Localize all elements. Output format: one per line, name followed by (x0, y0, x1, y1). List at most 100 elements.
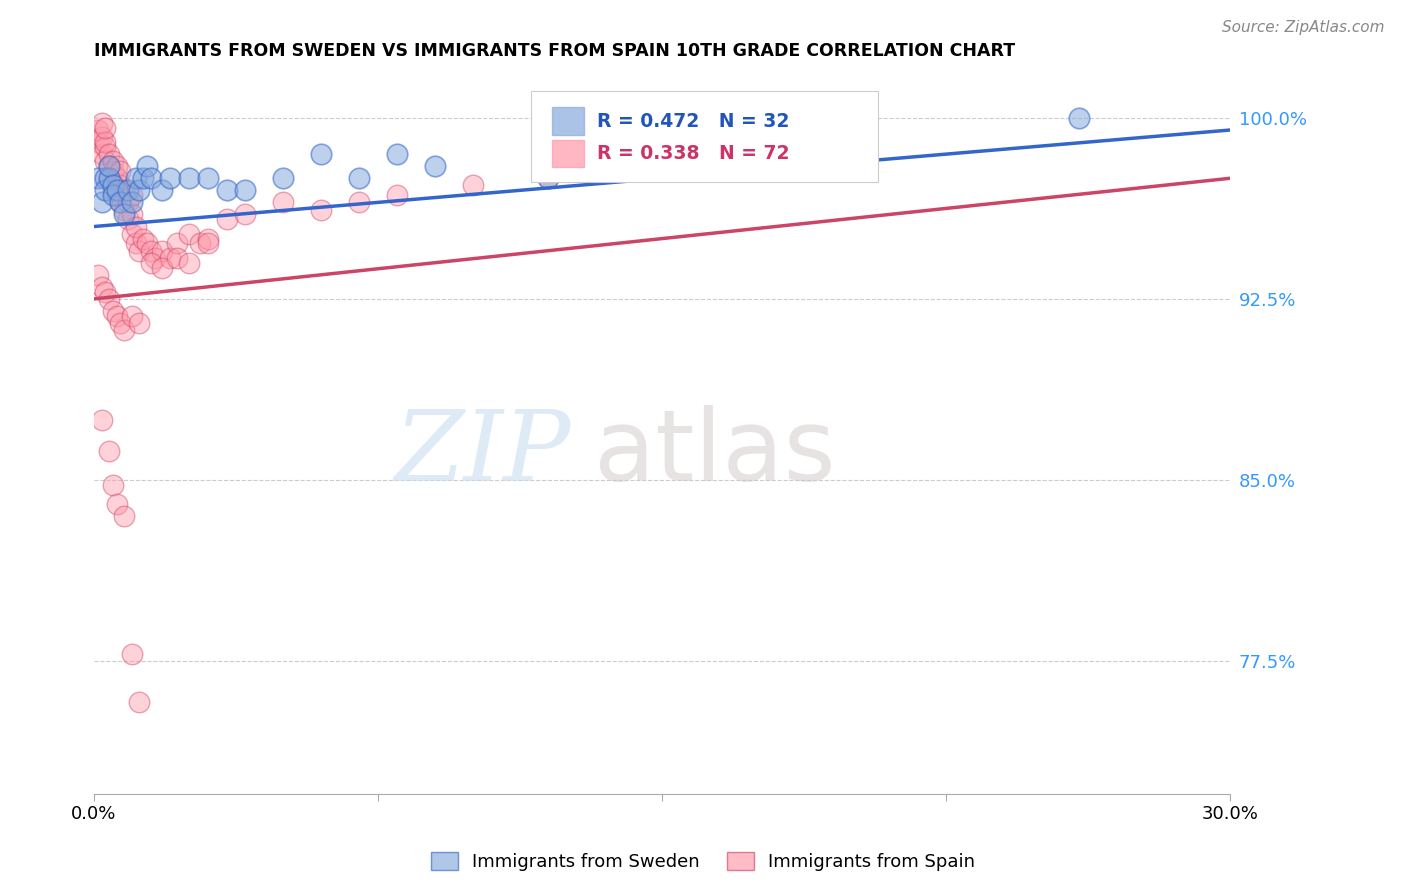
Point (105, 183, 128, 197)
Point (112, 202, 135, 217)
Point (124, 171, 146, 186)
Point (90, 195, 112, 210)
Point (235, 207, 257, 221)
Point (121, 647, 143, 661)
Point (309, 147, 332, 161)
Point (110, 195, 132, 210)
Point (105, 188, 128, 202)
Point (90, 147, 112, 161)
Point (128, 316, 150, 330)
Point (110, 178, 132, 193)
Point (94, 120, 117, 135)
Point (94, 154, 117, 169)
Point (197, 236, 219, 251)
Point (128, 183, 150, 197)
Point (136, 159, 159, 173)
Point (177, 171, 200, 186)
Point (537, 171, 560, 186)
Point (159, 171, 181, 186)
Point (101, 183, 124, 197)
Point (94, 140, 117, 154)
Point (121, 227, 143, 241)
Point (537, 171, 560, 186)
Point (98, 292, 121, 306)
Text: IMMIGRANTS FROM SWEDEN VS IMMIGRANTS FROM SPAIN 10TH GRADE CORRELATION CHART: IMMIGRANTS FROM SWEDEN VS IMMIGRANTS FRO… (94, 42, 1015, 60)
Point (86, 135, 108, 149)
Point (117, 195, 139, 210)
Point (235, 183, 257, 197)
Point (121, 309, 143, 323)
Point (101, 188, 124, 202)
Point (166, 236, 188, 251)
Point (112, 207, 135, 221)
Point (110, 316, 132, 330)
Point (101, 304, 124, 318)
Point (385, 188, 408, 202)
Point (166, 251, 188, 265)
Point (132, 231, 155, 245)
Point (215, 212, 238, 227)
Point (121, 188, 143, 202)
Point (136, 236, 159, 251)
Point (117, 212, 139, 227)
Point (98, 159, 121, 173)
Point (105, 309, 128, 323)
Point (128, 695, 150, 709)
Point (121, 207, 143, 221)
Point (98, 171, 121, 186)
Point (309, 202, 332, 217)
Point (385, 147, 408, 161)
Point (110, 164, 132, 178)
Point (101, 154, 124, 169)
Point (98, 444, 121, 458)
Point (101, 178, 124, 193)
Point (765, 147, 787, 161)
Point (139, 244, 162, 258)
Point (215, 183, 238, 197)
Text: atlas: atlas (593, 405, 835, 502)
Point (347, 171, 370, 186)
Point (188, 236, 211, 251)
Point (94, 183, 117, 197)
Point (121, 195, 143, 210)
Point (150, 244, 173, 258)
Point (98, 147, 121, 161)
Point (101, 477, 124, 491)
Point (273, 195, 295, 210)
Text: ZIP: ZIP (395, 406, 571, 501)
Point (197, 171, 219, 186)
Point (177, 227, 200, 241)
Point (124, 236, 146, 251)
Point (423, 159, 446, 173)
Point (98, 171, 121, 186)
Point (143, 251, 166, 265)
Text: Source: ZipAtlas.com: Source: ZipAtlas.com (1222, 20, 1385, 35)
Point (197, 231, 219, 245)
Point (117, 183, 139, 197)
Text: R = 0.472   N = 32: R = 0.472 N = 32 (598, 112, 790, 130)
Point (132, 171, 155, 186)
Point (101, 164, 124, 178)
Point (94, 171, 117, 186)
Point (86, 171, 108, 186)
Point (90, 412, 112, 426)
Point (90, 130, 112, 145)
Point (90, 116, 112, 130)
Point (105, 171, 128, 186)
Point (273, 171, 295, 186)
Point (139, 256, 162, 270)
Bar (553, 107, 583, 135)
Point (177, 256, 200, 270)
Point (613, 164, 636, 178)
Point (110, 195, 132, 210)
Point (124, 219, 146, 234)
Point (1067, 111, 1090, 125)
Point (94, 285, 117, 299)
Point (139, 171, 162, 186)
Point (86, 268, 108, 282)
Point (150, 260, 173, 275)
Bar (553, 140, 583, 168)
Point (94, 135, 117, 149)
Point (105, 159, 128, 173)
Point (347, 195, 370, 210)
